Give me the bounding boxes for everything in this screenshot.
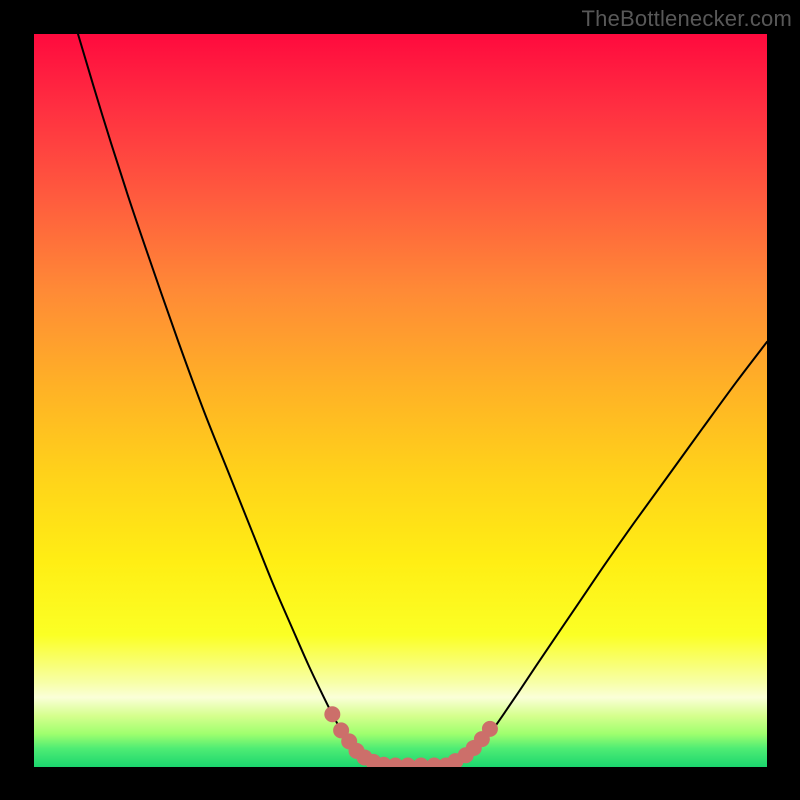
watermark-text: TheBottlenecker.com [582,6,792,32]
curve-marker [482,721,498,737]
bottleneck-curve [78,34,767,766]
curve-marker [324,706,340,722]
plot-svg [0,0,800,800]
chart-root: TheBottlenecker.com [0,0,800,800]
